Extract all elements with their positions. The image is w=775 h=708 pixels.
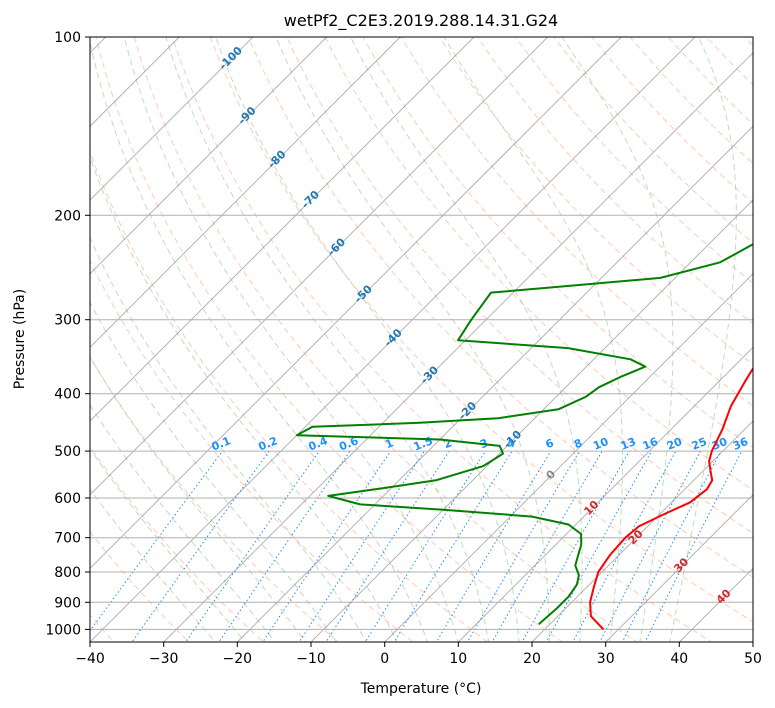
moist-adiabat xyxy=(90,355,307,642)
isotherm-line xyxy=(90,37,549,496)
x-tick-label: 0 xyxy=(380,651,389,667)
x-tick-label: 50 xyxy=(744,651,762,667)
isotherm-line xyxy=(90,37,475,422)
y-axis-label: Pressure (hPa) xyxy=(12,289,28,389)
x-tick-label: 20 xyxy=(523,651,541,667)
mixing-ratio-label: 13 xyxy=(619,435,638,453)
moist-adiabat xyxy=(215,37,520,642)
x-tick-label: −10 xyxy=(296,651,326,667)
x-tick-label: −20 xyxy=(223,651,253,667)
x-axis-label: Temperature (°C) xyxy=(360,681,482,697)
dry-adiabat xyxy=(95,37,564,642)
moist-adiabat xyxy=(561,37,674,642)
dry-adiabat xyxy=(90,445,265,642)
y-axis-ticks: 100 200 300 400 500 600 700 800 900 1000 xyxy=(45,30,90,638)
mixing-ratio-label: 10 xyxy=(591,435,610,453)
x-tick-label: −30 xyxy=(149,651,179,667)
chart-title: wetPf2_C2E3.2019.288.14.31.G24 xyxy=(284,11,558,31)
isotherm-line xyxy=(90,37,328,275)
moist-adiabat xyxy=(90,301,337,642)
mixing-ratio-label: 25 xyxy=(690,435,709,453)
mixing-ratio-label: 20 xyxy=(665,435,684,453)
isotherm-line xyxy=(90,37,254,201)
dewpoint-profile xyxy=(295,243,753,625)
isotherm-line xyxy=(236,125,753,642)
y-tick-label: 300 xyxy=(54,313,81,329)
isotherm-line xyxy=(531,420,753,642)
x-axis-ticks: −40 −30 −20 −10 0 10 20 30 40 50 xyxy=(75,642,762,667)
isotherm-line xyxy=(384,273,753,642)
moist-adiabat xyxy=(123,37,459,642)
mixing-ratio-label: 36 xyxy=(731,435,750,453)
mixing-ratio-label: 8 xyxy=(572,436,584,451)
moist-adiabat xyxy=(443,37,623,642)
plot-frame xyxy=(89,36,754,643)
y-tick-label: 700 xyxy=(54,531,81,547)
pressure-gridlines xyxy=(90,37,753,630)
moist-adiabat xyxy=(90,447,246,642)
mixing-ratio-label: 16 xyxy=(641,435,660,453)
dry-adiabat xyxy=(477,37,753,325)
dry-adiabat xyxy=(90,531,190,642)
y-tick-label: 1000 xyxy=(45,622,81,638)
isotherm-line xyxy=(310,199,753,642)
y-tick-label: 100 xyxy=(54,30,81,46)
mixing-ratio-label: 2 xyxy=(442,436,454,451)
y-tick-label: 600 xyxy=(54,491,81,507)
isotherm-line xyxy=(90,37,401,348)
temperature-profile xyxy=(589,366,753,631)
x-tick-label: 40 xyxy=(670,651,688,667)
isotherm-line xyxy=(90,37,622,570)
moist-adiabat xyxy=(90,404,276,642)
moist-adiabat xyxy=(90,488,216,642)
dry-adiabat xyxy=(286,37,753,534)
y-tick-label: 800 xyxy=(54,565,81,581)
y-tick-label: 500 xyxy=(54,444,81,460)
dry-adiabat xyxy=(400,37,753,407)
moist-adiabat xyxy=(90,236,367,642)
y-tick-label: 400 xyxy=(54,387,81,403)
isotherm-line xyxy=(605,494,753,642)
x-tick-label: 30 xyxy=(597,651,615,667)
moist-adiabat xyxy=(165,37,490,642)
plot-area: -100-90-80-70-60-50-40-30-20-10010203040… xyxy=(90,37,753,642)
y-tick-label: 900 xyxy=(54,595,81,611)
dry-adiabat xyxy=(209,37,753,623)
moist-adiabat xyxy=(350,37,583,642)
y-tick-label: 200 xyxy=(54,208,81,224)
background-lines xyxy=(90,37,753,642)
isotherm-line xyxy=(163,52,753,642)
mixing-ratio-labels: 0.1 0.2 0.4 0.6 1 1.5 2 3 4 6 8 10 13 16 20 25 30 36 xyxy=(210,434,751,453)
moist-adiabat xyxy=(669,37,737,642)
mixing-ratio-label: 1 xyxy=(383,436,395,451)
sounding-profiles xyxy=(295,243,753,631)
dry-adiabat xyxy=(438,37,753,366)
dry-adiabat xyxy=(248,37,753,578)
dry-adiabat xyxy=(90,356,340,642)
dry-adiabat xyxy=(171,37,713,642)
dry-adiabat xyxy=(90,259,414,642)
x-tick-label: −40 xyxy=(75,651,105,667)
isotherm-line xyxy=(90,37,696,642)
dry-adiabat xyxy=(133,37,638,642)
isotherm-line xyxy=(457,346,753,642)
moist-adiabat xyxy=(275,37,550,642)
mixing-ratio-label: 30 xyxy=(710,435,729,453)
x-tick-label: 10 xyxy=(449,651,467,667)
